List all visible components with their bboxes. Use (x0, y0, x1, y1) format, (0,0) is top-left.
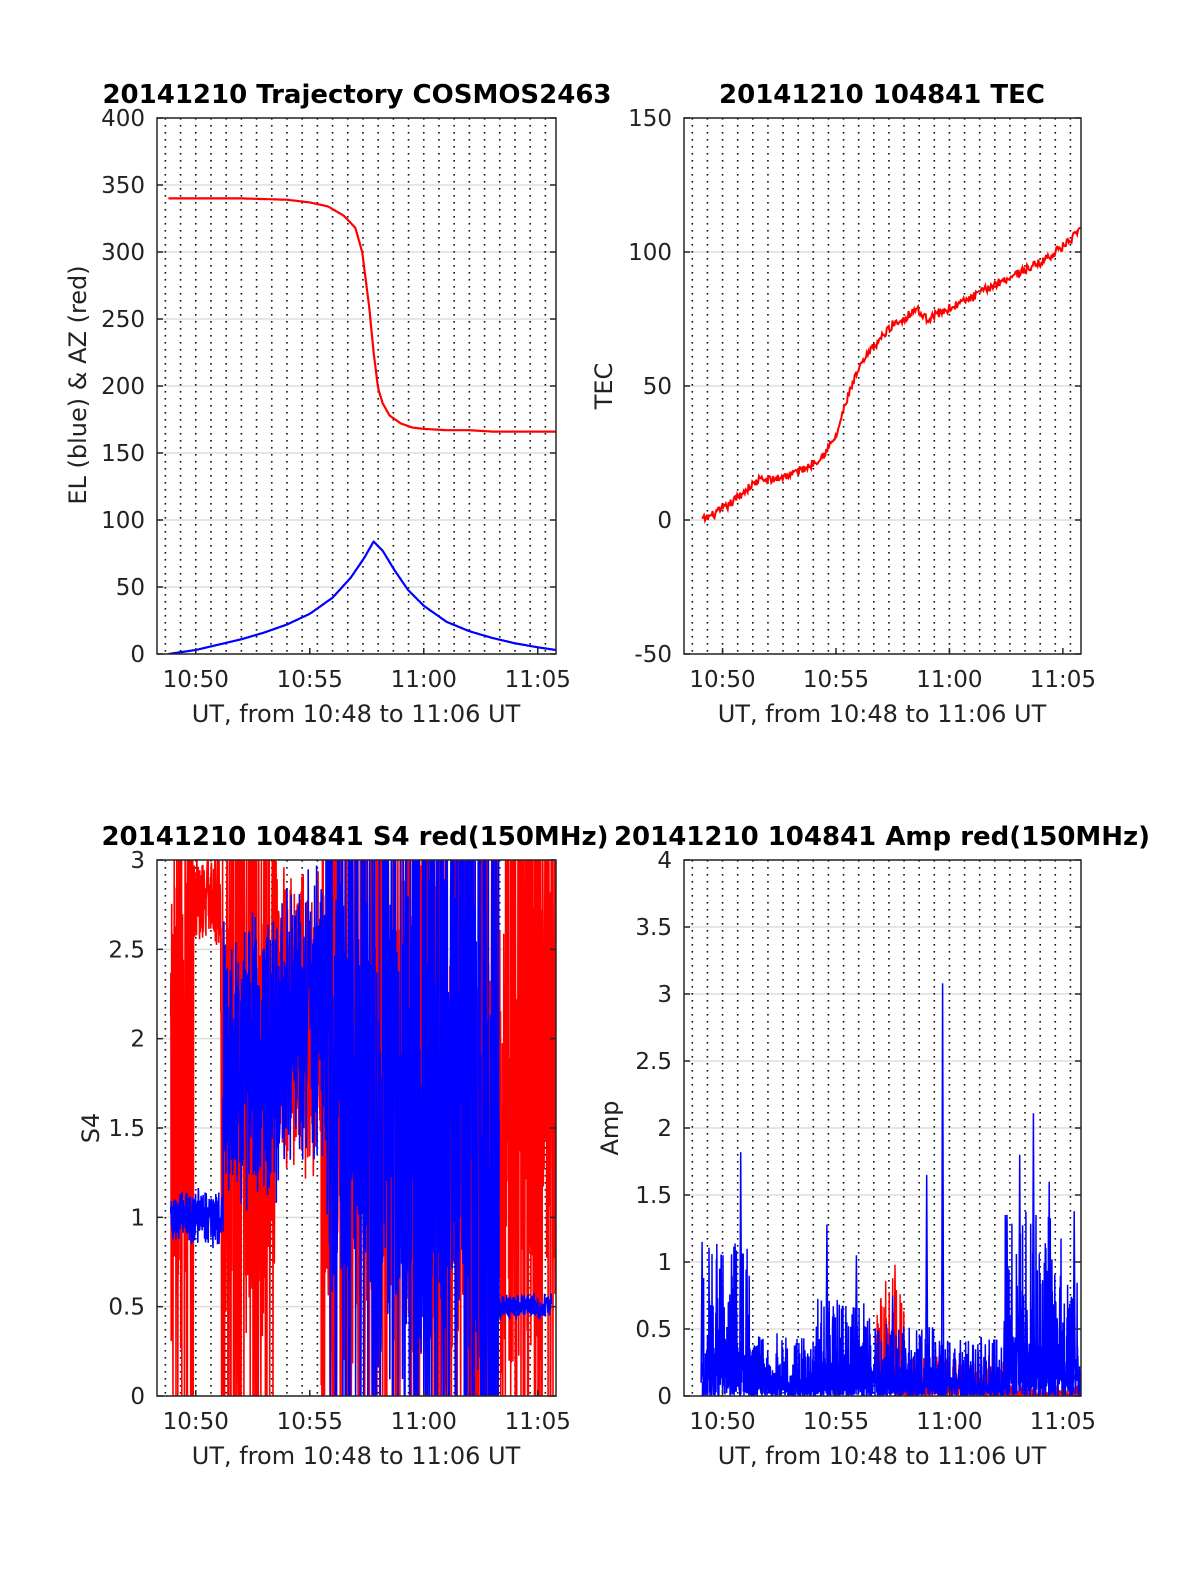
ytick-label: 250 (101, 307, 145, 333)
tec-plot: -50 0 50 100 150 10:50 10:55 11:00 11:05 (628, 106, 1096, 693)
ytick-label: 50 (116, 575, 145, 601)
ytick-label: 1.5 (108, 1116, 145, 1142)
ytick-label: 300 (101, 240, 145, 266)
ytick-label: -50 (634, 642, 672, 668)
xtick-label: 11:00 (916, 1409, 982, 1435)
ytick-label: 0 (657, 508, 672, 534)
ytick-label: 150 (628, 106, 672, 132)
amp-title: 20141210 104841 Amp red(150MHz) (614, 822, 1150, 852)
xtick-label: 11:00 (391, 1409, 457, 1435)
ytick-label: 3 (657, 982, 672, 1008)
panel-amp: 20141210 104841 Amp red(150MHz) 0 0.5 1 1.5… (596, 822, 1150, 1470)
xtick-label: 11:00 (391, 667, 457, 693)
trajectory-plot: 0 50 100 150 200 250 300 350 400 10:50 10:55 11:00 1… (101, 106, 571, 693)
series-az-line (168, 197, 556, 433)
ytick-label: 2.5 (635, 1049, 672, 1075)
s4-ylabel: S4 (77, 1113, 105, 1144)
ytick-label: 150 (101, 441, 145, 467)
amp-xlabel: UT, from 10:48 to 11:06 UT (718, 1442, 1047, 1470)
ytick-label: 0.5 (108, 1295, 145, 1321)
ytick-label: 2 (130, 1027, 145, 1053)
ytick-label: 4 (657, 848, 672, 874)
ytick-label: 1 (130, 1205, 145, 1231)
panel-trajectory: 20141210 Trajectory COSMOS2463 0 50 100 150… (64, 80, 612, 728)
panel-tec: 20141210 104841 TEC -50 0 50 100 150 10:50 10:… (590, 80, 1096, 728)
trajectory-ylabel: EL (blue) & AZ (red) (64, 265, 92, 504)
ytick-label: 2.5 (108, 937, 145, 963)
series-blue-line (169, 860, 553, 1396)
series-layer (700, 983, 1081, 1396)
ytick-label: 400 (101, 106, 145, 132)
series-layer (169, 860, 556, 1396)
tec-xlabel: UT, from 10:48 to 11:06 UT (718, 700, 1047, 728)
ytick-label: 200 (101, 374, 145, 400)
ytick-label: 1.5 (635, 1183, 672, 1209)
ytick-label: 3 (130, 848, 145, 874)
ytick-label: 0 (130, 1384, 145, 1410)
panel-s4: 20141210 104841 S4 red(150MHz) 0 0.5 1 1.5 2… (77, 822, 609, 1470)
series-layer (168, 197, 556, 654)
xtick-label: 11:05 (1030, 667, 1096, 693)
xtick-label: 10:50 (689, 667, 755, 693)
xtick-label: 11:05 (505, 667, 571, 693)
tec-ylabel: TEC (590, 363, 618, 411)
ytick-label: 100 (101, 508, 145, 534)
xtick-label: 10:50 (689, 1409, 755, 1435)
s4-xlabel: UT, from 10:48 to 11:06 UT (192, 1442, 521, 1470)
tec-title: 20141210 104841 TEC (719, 80, 1045, 110)
ytick-label: 1 (657, 1250, 672, 1276)
xtick-label: 10:55 (803, 1409, 869, 1435)
xtick-label: 10:55 (277, 667, 343, 693)
series-el-line (168, 540, 556, 654)
ytick-label: 350 (101, 173, 145, 199)
xtick-label: 10:55 (277, 1409, 343, 1435)
series-layer (701, 226, 1081, 525)
s4-title: 20141210 104841 S4 red(150MHz) (101, 822, 608, 852)
trajectory-title: 20141210 Trajectory COSMOS2463 (102, 80, 611, 110)
series-blue-line (700, 983, 1081, 1396)
ytick-label: 0.5 (635, 1317, 672, 1343)
ytick-label: 0 (130, 642, 145, 668)
trajectory-xlabel: UT, from 10:48 to 11:06 UT (192, 700, 521, 728)
ytick-label: 100 (628, 240, 672, 266)
xtick-label: 10:55 (803, 667, 869, 693)
xtick-label: 10:50 (163, 1409, 229, 1435)
ytick-label: 2 (657, 1116, 672, 1142)
xtick-label: 11:05 (1030, 1409, 1096, 1435)
ytick-label: 50 (643, 374, 672, 400)
s4-plot: 0 0.5 1 1.5 2 2.5 3 10:50 10:55 11:00 11:05 (108, 848, 570, 1435)
xtick-label: 10:50 (163, 667, 229, 693)
xtick-label: 11:00 (916, 667, 982, 693)
amp-plot: 0 0.5 1 1.5 2 2.5 3 3.5 4 10:50 10:55 11:00 11:05 (635, 848, 1096, 1435)
amp-ylabel: Amp (596, 1100, 624, 1155)
series-tec-line (701, 226, 1081, 525)
ytick-label: 0 (657, 1384, 672, 1410)
ytick-label: 3.5 (635, 915, 672, 941)
xtick-label: 11:05 (505, 1409, 571, 1435)
